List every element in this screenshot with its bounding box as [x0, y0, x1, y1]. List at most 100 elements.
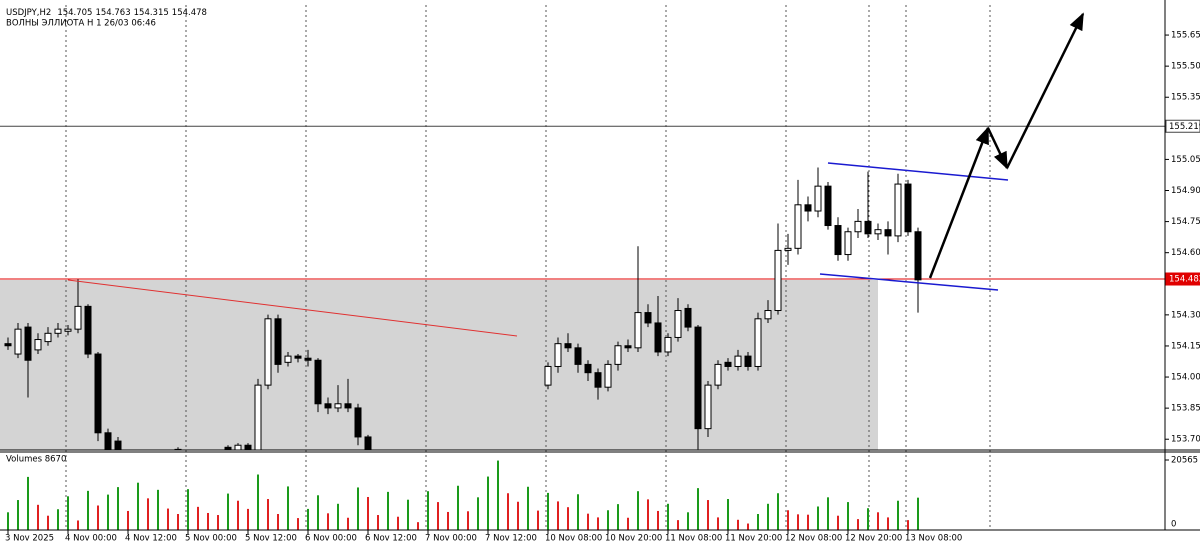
candle-body	[674, 310, 682, 338]
candle-body	[234, 444, 242, 450]
y-tick-label: 154.759	[1171, 217, 1200, 227]
candle-body	[814, 185, 822, 212]
candle-body	[34, 339, 42, 351]
candle-body	[44, 332, 52, 343]
candle-body	[784, 247, 792, 251]
candle-body	[794, 204, 802, 249]
y-tick-label: 155.659	[1171, 31, 1200, 41]
y-tick-label: 154.009	[1171, 373, 1200, 383]
x-tick-label: 5 Nov 12:00	[245, 534, 297, 544]
candle-body	[624, 345, 632, 349]
y-tick-label: 155.509	[1171, 62, 1200, 72]
candle-body	[804, 204, 812, 212]
y-tick-label: 153.709	[1171, 435, 1200, 445]
candle-body	[364, 436, 372, 450]
candle-body	[24, 326, 32, 361]
candle-body	[94, 353, 102, 434]
x-tick-label: 10 Nov 20:00	[605, 534, 662, 544]
y-tick-label: 154.609	[1171, 248, 1200, 258]
candle-body	[574, 347, 582, 365]
range-box	[0, 280, 878, 450]
candle-body	[824, 185, 832, 227]
candle-body	[584, 363, 592, 374]
candle-body	[864, 220, 872, 235]
x-tick-label: 7 Nov 12:00	[485, 534, 537, 544]
candle-body	[714, 363, 722, 386]
candle-body	[284, 355, 292, 363]
x-tick-label: 13 Nov 08:00	[905, 534, 962, 544]
symbol: USDJPY,H2	[6, 8, 51, 18]
candle-body	[254, 384, 262, 450]
chart-header: USDJPY,H2 154.705 154.763 154.315 154.478	[6, 8, 207, 18]
candle-body	[244, 444, 252, 450]
channel-bottom	[819, 273, 999, 291]
candle-body	[724, 361, 732, 367]
level-tag	[1165, 272, 1200, 286]
x-tick-label: 11 Nov 08:00	[665, 534, 722, 544]
levels	[0, 125, 1165, 280]
candle-body	[734, 355, 742, 367]
candle-body	[354, 407, 362, 438]
candle-body	[644, 312, 652, 324]
x-tick-label: 12 Nov 20:00	[845, 534, 902, 544]
volume-label: Volumes 8670	[6, 455, 66, 465]
x-tick-label: 4 Nov 12:00	[125, 534, 177, 544]
volumes	[7, 460, 919, 530]
candle-body	[4, 343, 12, 347]
candle-body	[274, 318, 282, 365]
candle-body	[84, 305, 92, 355]
channel-top	[827, 162, 1009, 181]
y-tick-label: 155.359	[1171, 93, 1200, 103]
candle-body	[894, 183, 902, 237]
level-label: 154.482	[1169, 275, 1200, 285]
y-tick-label: 154.159	[1171, 341, 1200, 351]
candle-body	[344, 403, 352, 409]
y-tick-label: 153.859	[1171, 404, 1200, 414]
x-tick-label: 6 Nov 12:00	[365, 534, 417, 544]
candle-body	[564, 343, 572, 349]
level-tag	[1165, 119, 1200, 133]
candle-body	[874, 229, 882, 235]
candle-body	[634, 312, 642, 349]
header-high: 154.763	[95, 8, 130, 18]
candle-body	[844, 231, 852, 256]
candle-body	[654, 322, 662, 353]
x-tick-label: 7 Nov 00:00	[425, 534, 477, 544]
candle-body	[744, 355, 752, 367]
candle-body	[544, 365, 552, 386]
x-tick-label: 10 Nov 08:00	[545, 534, 602, 544]
candle-body	[104, 432, 112, 450]
indicator-label: ВОЛНЫ ЭЛЛИОТА H 1 26/03 06:46	[6, 19, 156, 29]
candle-body	[334, 403, 342, 409]
candle-body	[594, 372, 602, 388]
candle-body	[754, 318, 762, 367]
x-tick-label: 11 Nov 20:00	[725, 534, 782, 544]
x-tick-label: 5 Nov 00:00	[185, 534, 237, 544]
header-low: 154.315	[134, 8, 169, 18]
wave-arrows	[928, 12, 1085, 279]
candle-body	[74, 305, 82, 330]
candle-body	[774, 249, 782, 312]
candle-body	[324, 403, 332, 409]
header-close: 154.478	[172, 8, 207, 18]
candle-body	[314, 359, 322, 405]
volume-tick-label: 20565	[1171, 456, 1198, 466]
candle-body	[554, 343, 562, 367]
candle-body	[604, 363, 612, 388]
candle-body	[224, 446, 232, 450]
candle-body	[114, 440, 122, 450]
x-tick-label: 12 Nov 08:00	[785, 534, 842, 544]
candle-body	[834, 225, 842, 256]
y-tick-label: 154.909	[1171, 186, 1200, 196]
x-tick-label: 4 Nov 00:00	[65, 534, 117, 544]
x-tick-label: 3 Nov 2025	[5, 534, 54, 544]
candle-body	[684, 307, 692, 328]
header-open: 154.705	[57, 8, 92, 18]
candle-body	[294, 355, 302, 359]
level-label: 155.219	[1169, 122, 1200, 132]
candle-body	[14, 328, 22, 355]
y-tick-label: 155.059	[1171, 155, 1200, 165]
candle-body	[914, 231, 922, 281]
